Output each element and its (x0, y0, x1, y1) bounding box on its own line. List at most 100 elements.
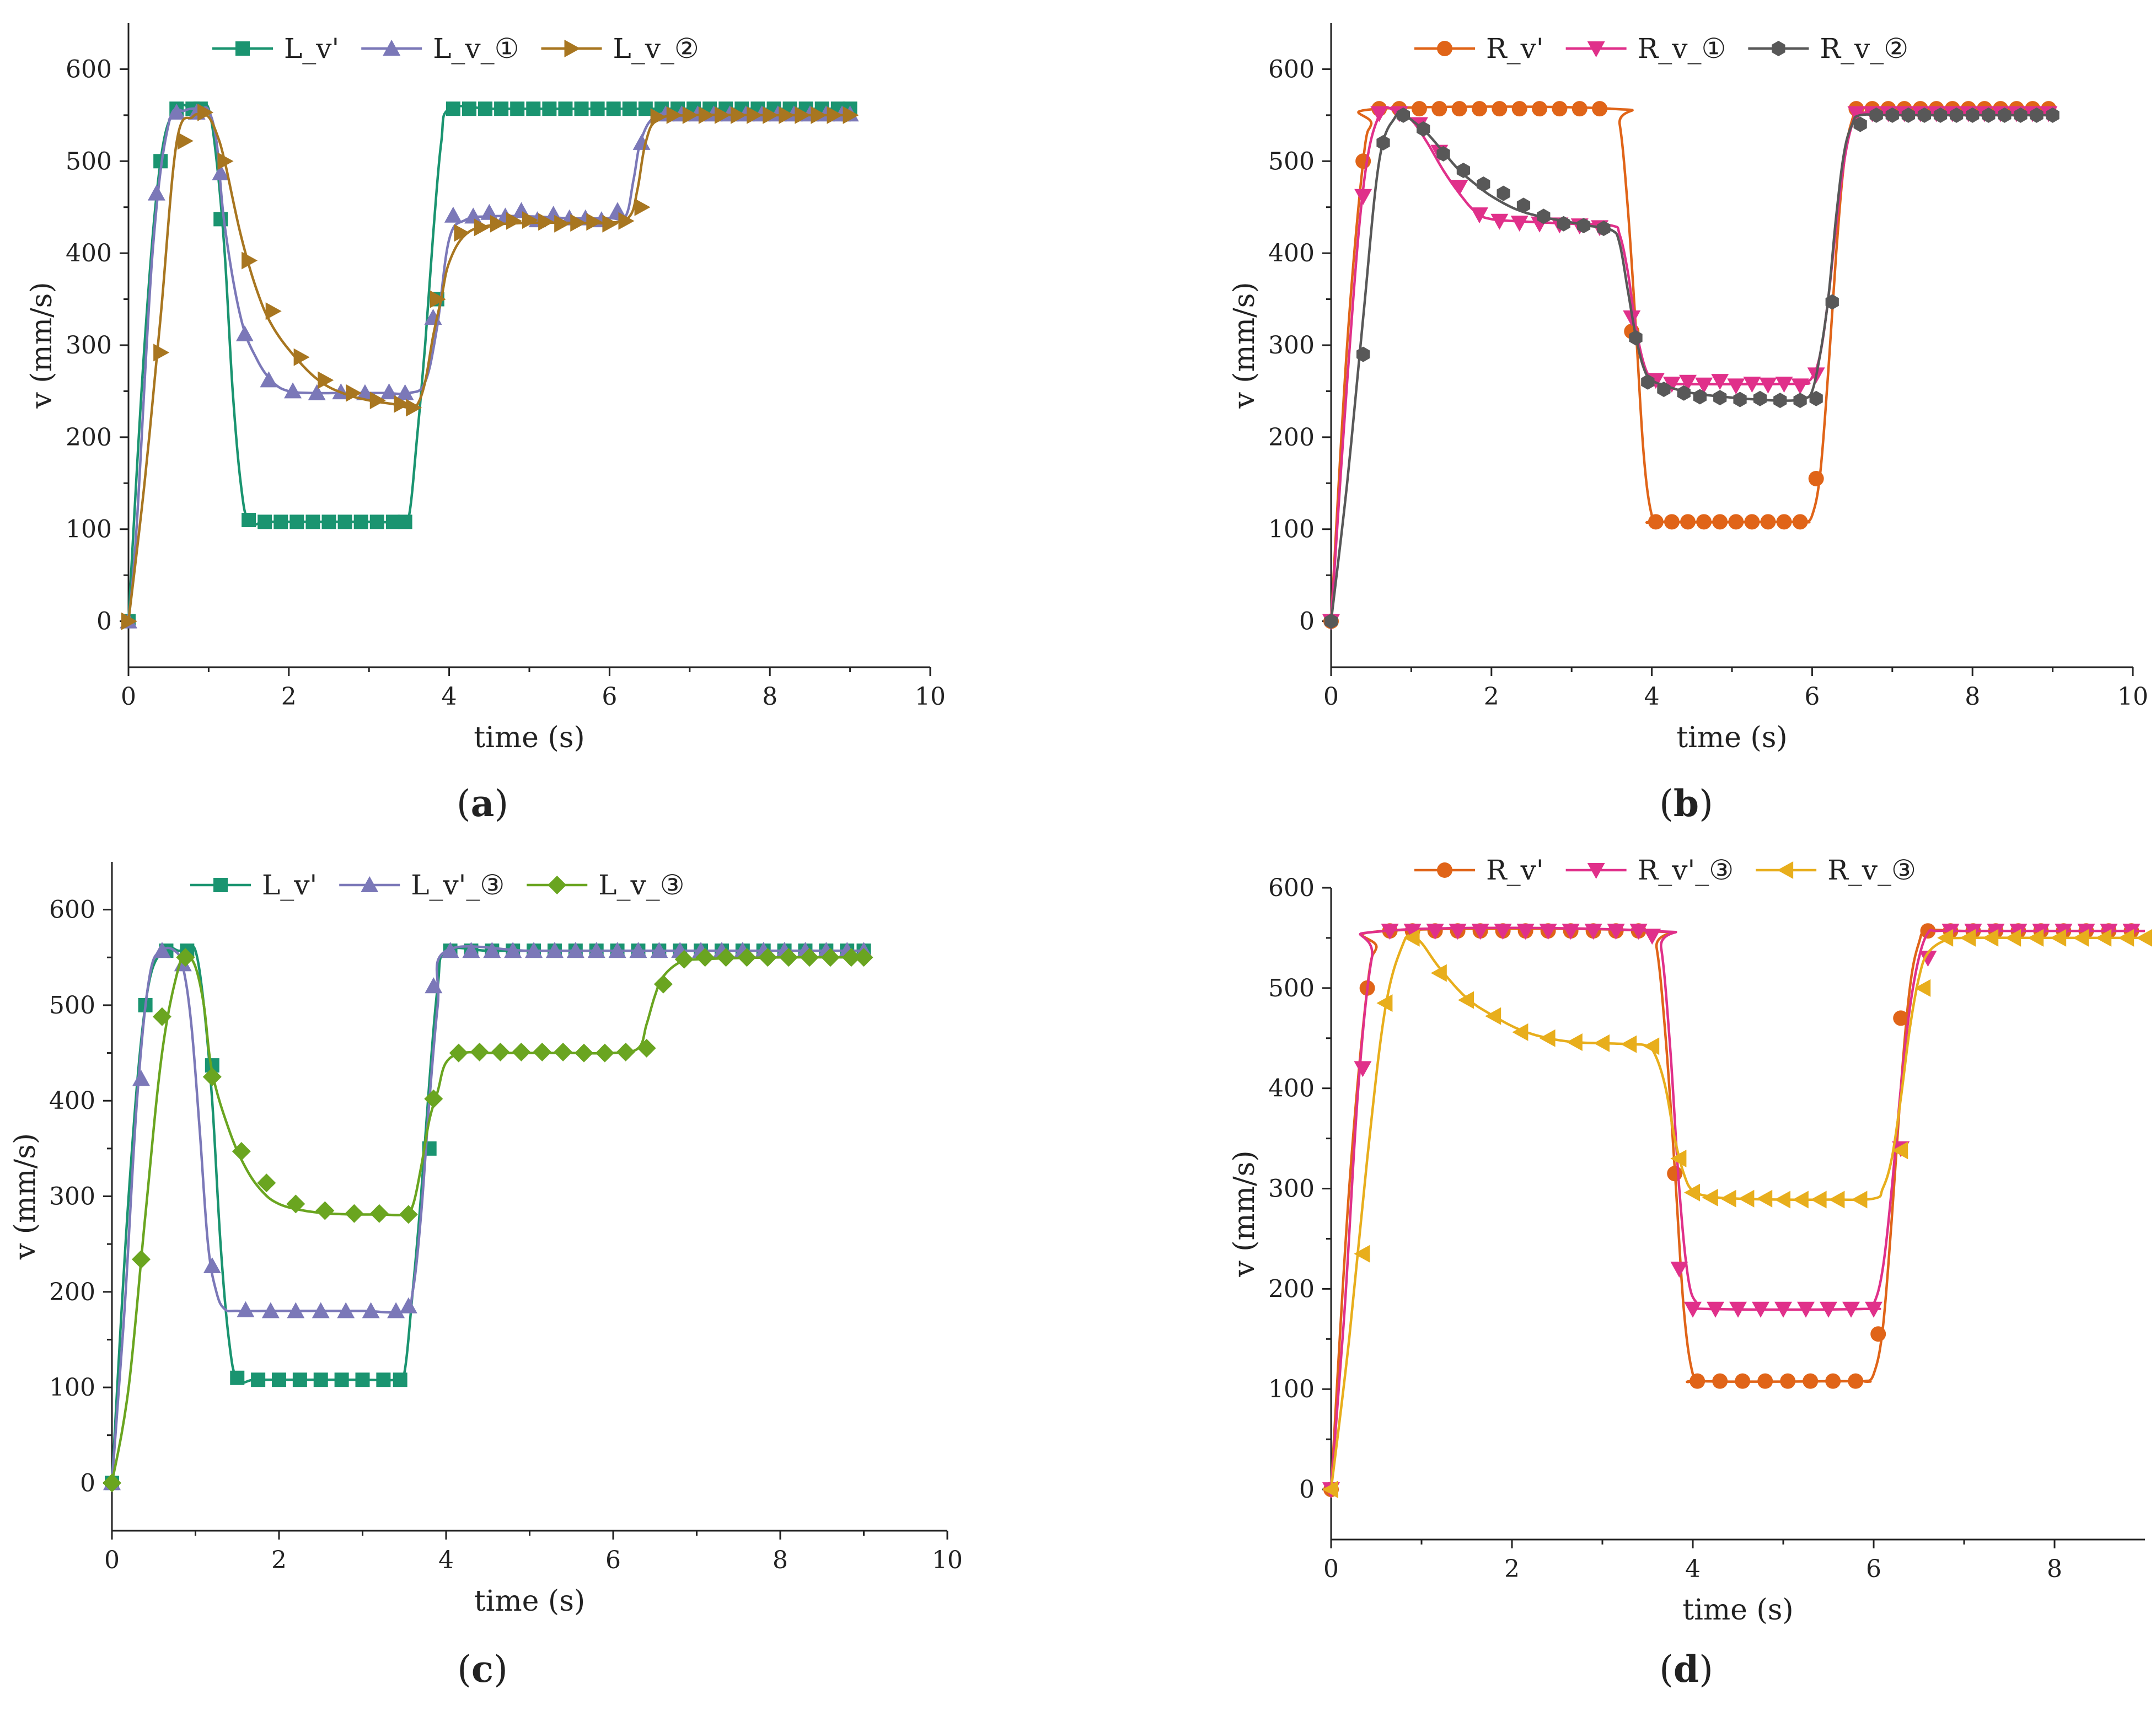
legend-marker (1587, 863, 1605, 879)
data-point (237, 1301, 255, 1317)
data-point (538, 213, 555, 231)
x-tick-label: 10 (932, 1546, 963, 1574)
data-point (1757, 1373, 1773, 1389)
data-point (284, 382, 302, 399)
series-3 (1322, 929, 2152, 1499)
data-point (1354, 1061, 1372, 1077)
data-point (292, 1372, 307, 1387)
data-point (558, 101, 573, 116)
data-point (1667, 1166, 1683, 1182)
legend-entry-3: L_v_② (541, 33, 699, 65)
data-point (132, 1070, 151, 1086)
data-point (287, 1302, 305, 1318)
data-point (650, 108, 667, 126)
data-point (545, 942, 564, 958)
y-tick-label: 200 (66, 423, 112, 452)
series-line (1329, 111, 2053, 621)
legend-label: R_v' (1486, 33, 1544, 65)
data-point (315, 1201, 335, 1220)
data-point (1774, 1301, 1792, 1318)
legend-label: L_v_③ (598, 869, 684, 901)
data-point (103, 1473, 121, 1493)
y-axis-title: v (mm/s) (9, 1133, 42, 1260)
data-point (480, 203, 498, 220)
data-point (731, 106, 747, 124)
data-point (261, 1302, 280, 1318)
series-2 (1322, 106, 2058, 630)
y-tick-label: 100 (1268, 1375, 1315, 1403)
data-point (1537, 208, 1551, 224)
data-point (232, 1142, 251, 1161)
data-point (1594, 1034, 1610, 1052)
legend-entry-3: L_v_③ (527, 869, 685, 901)
data-point (1592, 101, 1608, 117)
data-point (1914, 979, 1931, 997)
data-point (1456, 162, 1471, 178)
data-point (202, 1067, 222, 1086)
data-point (608, 202, 626, 218)
data-point (1494, 924, 1512, 940)
series-3 (1324, 107, 2060, 629)
data-point (1324, 613, 1338, 629)
data-point (574, 101, 589, 116)
data-point (369, 514, 384, 529)
data-point (1403, 924, 1422, 940)
data-point (2050, 929, 2067, 947)
data-point (197, 103, 214, 121)
data-point (1679, 374, 1697, 391)
data-point (355, 1372, 370, 1387)
y-tick-label: 200 (1268, 423, 1315, 452)
data-point (474, 218, 490, 237)
data-point (454, 224, 470, 242)
data-point (1511, 101, 1527, 117)
data-point (1552, 101, 1568, 117)
data-point (464, 207, 482, 224)
legend-entry-3: R_v_② (1748, 33, 1908, 65)
legend-marker (235, 41, 250, 56)
data-point (779, 106, 795, 124)
data-point (376, 1372, 391, 1387)
series-line (1329, 927, 2145, 1490)
y-tick-label: 0 (1299, 1476, 1315, 1504)
legend-entry-1: L_v' (212, 33, 339, 65)
data-point (153, 344, 170, 362)
y-tick-label: 300 (49, 1183, 95, 1211)
legend-label: R_v_① (1638, 33, 1726, 65)
data-point (1712, 514, 1728, 530)
data-point (491, 1042, 510, 1061)
x-tick-label: 6 (1866, 1555, 1881, 1583)
data-point (380, 383, 398, 400)
data-point (153, 942, 171, 958)
x-tick-label: 6 (605, 1546, 621, 1574)
data-point (462, 942, 480, 958)
data-point (1512, 1023, 1528, 1041)
data-point (608, 942, 626, 958)
data-point (1743, 377, 1761, 393)
data-point (1431, 101, 1447, 117)
data-point (1664, 514, 1680, 530)
data-point (1354, 189, 1372, 205)
panel-d-plot: 0 2 4 6 8 0 100 200 300 400 500 600 time (s) v (mm/s)… (1228, 854, 2152, 1627)
data-point (312, 1302, 330, 1318)
data-point (1808, 470, 1824, 486)
data-point (1370, 106, 1388, 122)
data-point (1776, 514, 1792, 530)
data-point (1842, 1301, 1860, 1318)
data-point (1803, 1373, 1819, 1389)
x-tick-label: 8 (1965, 683, 1980, 711)
legend-marker (1437, 862, 1452, 878)
data-point (478, 101, 493, 116)
data-point (1851, 1191, 1868, 1209)
data-point (1937, 929, 1954, 947)
data-point (1641, 374, 1655, 390)
data-point (470, 1042, 489, 1061)
legend-label: L_v_② (613, 33, 699, 65)
x-tick-label: 6 (1804, 683, 1820, 711)
data-point (1885, 107, 1899, 123)
data-point (795, 106, 811, 124)
legend-marker (548, 876, 567, 894)
x-tick-label: 0 (104, 1546, 120, 1574)
legend-label: L_v'_③ (411, 869, 505, 901)
data-point (1892, 1141, 1908, 1160)
